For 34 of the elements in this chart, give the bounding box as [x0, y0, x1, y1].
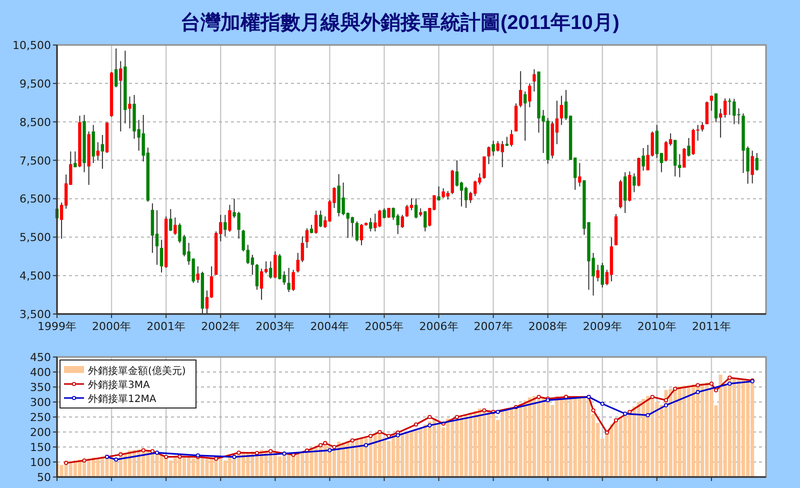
x-tick-label: 2002年: [201, 320, 240, 333]
y-tick-label: 450: [30, 351, 51, 364]
y-tick-label: 300: [30, 396, 51, 409]
y-tick-label: 350: [30, 381, 51, 394]
y-tick-label: 6,500: [20, 192, 51, 206]
y-tick-label: 4,500: [20, 270, 51, 283]
chart-title: 台灣加權指數月線與外銷接單統計圖(2011年10月): [180, 11, 620, 34]
y-tick-label: 200: [30, 426, 51, 439]
x-tick-label: 2006年: [419, 320, 458, 333]
y-tick-label: 3,500: [20, 308, 51, 321]
y-tick-label: 8,500: [20, 116, 51, 129]
y-tick-label: 400: [30, 366, 51, 379]
y-tick-label: 10,500: [12, 39, 51, 52]
y-tick-label: 150: [30, 441, 51, 454]
y-tick-label: 5,500: [20, 231, 51, 244]
x-tick-label: 2007年: [474, 320, 513, 333]
y-tick-label: 7,500: [20, 154, 51, 168]
x-tick-label: 2000年: [92, 320, 132, 333]
x-tick-label: 2010年: [637, 320, 676, 333]
y-tick-label: 9,500: [20, 77, 51, 90]
y-tick-label: 250: [30, 411, 51, 424]
x-tick-label: 2004年: [310, 320, 350, 333]
x-tick-label: 2003年: [256, 320, 295, 333]
y-tick-label: 100: [30, 456, 51, 469]
x-tick-label: 2005年: [364, 320, 404, 333]
x-tick-label: 2011年: [692, 320, 731, 333]
legend-label: 外銷接單3MA: [88, 379, 150, 391]
x-tick-label: 2008年: [528, 320, 568, 333]
x-tick-label: 1999年: [38, 320, 76, 333]
x-tick-label: 2001年: [146, 320, 186, 333]
y-tick-label: 50: [37, 471, 51, 484]
legend-label: 外銷接單金額(億美元): [88, 365, 186, 377]
legend-label: 外銷接單12MA: [88, 393, 156, 405]
x-tick-label: 2009年: [582, 320, 622, 333]
